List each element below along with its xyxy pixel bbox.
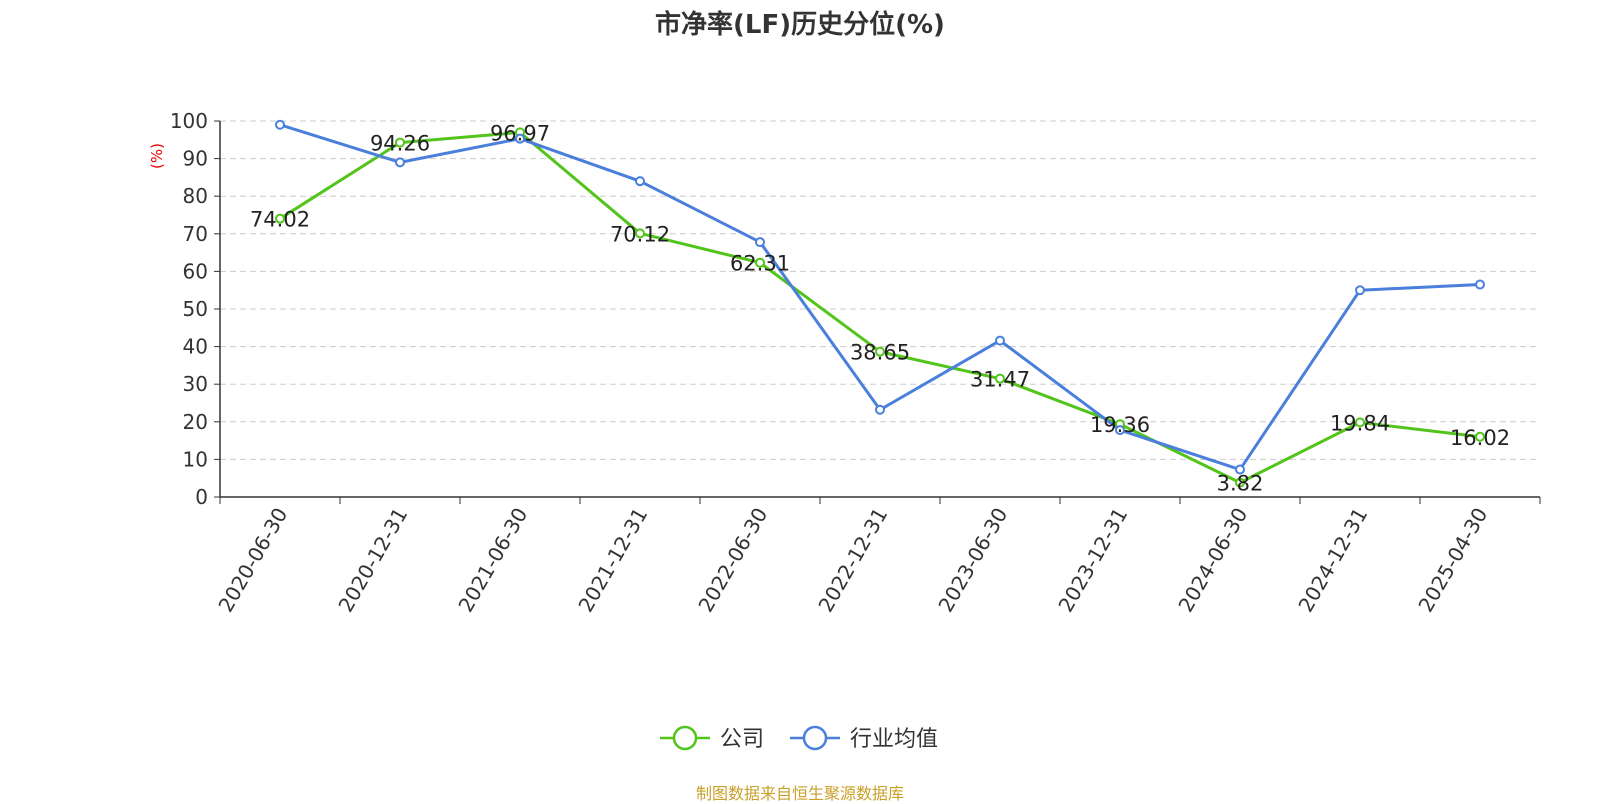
- series-2-point: [1235, 464, 1245, 475]
- series-2-point: [1475, 279, 1485, 290]
- y-tick-label: 50: [183, 297, 208, 321]
- x-tick-label: 2020-06-30: [213, 504, 292, 617]
- legend-marker: [672, 725, 698, 751]
- series-1-point: [1235, 477, 1245, 488]
- series-line-2: [279, 123, 1481, 472]
- series-line-1: [279, 130, 1481, 485]
- series-2-point: [635, 176, 645, 187]
- legend-marker: [802, 725, 828, 751]
- data-label: 62.31: [730, 252, 790, 276]
- series-1-point: [275, 213, 285, 224]
- series-2-point: [515, 133, 525, 144]
- series-2-point: [395, 157, 405, 168]
- y-tick-label: 80: [183, 184, 208, 208]
- y-tick-label: 100: [170, 109, 208, 133]
- y-tick-label: 40: [183, 335, 208, 359]
- series-2-point: [995, 335, 1005, 346]
- x-tick-label: 2025-04-30: [1413, 504, 1492, 617]
- chart-title: 市净率(LF)历史分位(%): [655, 9, 945, 40]
- series-2-point: [755, 237, 765, 248]
- x-tick-label: 2024-06-30: [1173, 504, 1252, 617]
- series-1-point: [875, 346, 885, 357]
- y-tick-label: 70: [183, 222, 208, 246]
- y-tick-label: 10: [183, 447, 208, 471]
- data-label: 74.02: [250, 208, 310, 232]
- series-2-point: [875, 404, 885, 415]
- data-label: 94.26: [370, 132, 430, 156]
- x-tick-label: 2022-12-31: [813, 504, 892, 617]
- chart: 市净率(LF)历史分位(%) (%) 0 10 20 30 40 50 60 70 80 90 10…: [148, 9, 1541, 752]
- data-label: 19.84: [1330, 411, 1390, 435]
- grid-layer: [220, 120, 1540, 460]
- series-1-point: [395, 137, 405, 148]
- x-tick-label: 2023-06-30: [933, 504, 1012, 617]
- series-layer: [275, 119, 1485, 488]
- x-tick-label: 2023-12-31: [1053, 504, 1132, 617]
- data-label: 96.97: [490, 121, 550, 145]
- series-1-point: [995, 373, 1005, 384]
- data-label: 38.65: [850, 341, 910, 365]
- data-label: 3.82: [1217, 472, 1264, 496]
- y-tick-label: 0: [195, 485, 208, 509]
- series-2-point: [275, 119, 285, 130]
- series-1-point: [1475, 431, 1485, 442]
- x-tick-label: 2021-06-30: [453, 504, 532, 617]
- x-tick-label: 2021-12-31: [573, 504, 652, 617]
- series-2-point: [1115, 425, 1125, 436]
- series-1-point: [635, 228, 645, 239]
- legend[interactable]: 公司 行业均值: [660, 725, 938, 752]
- y-tick-label: 60: [183, 259, 208, 283]
- y-axis-label: (%): [148, 143, 166, 169]
- x-tick-label: 2024-12-31: [1293, 504, 1372, 617]
- series-1-point: [755, 257, 765, 268]
- legend-item-label: 行业均值: [850, 727, 938, 752]
- data-label: 70.12: [610, 222, 670, 246]
- series-2-point: [1355, 285, 1365, 296]
- source-note: 制图数据来自恒生聚源数据库: [695, 784, 904, 803]
- x-tick-label: 2020-12-31: [333, 504, 412, 617]
- legend-item-label: 公司: [720, 727, 764, 752]
- data-label: 19.36: [1090, 413, 1150, 437]
- x-tick-label: 2022-06-30: [693, 504, 772, 617]
- data-label: 31.47: [970, 368, 1030, 392]
- y-tick-label: 30: [183, 372, 208, 396]
- y-tick-label: 20: [183, 410, 208, 434]
- data-labels: 74.02 94.26 96.97 70.12 62.31 38.65 31.47 19.36…: [250, 121, 1510, 495]
- data-label: 16.02: [1450, 426, 1510, 450]
- series-1-point: [1355, 417, 1365, 428]
- y-tick-label: 90: [183, 147, 208, 171]
